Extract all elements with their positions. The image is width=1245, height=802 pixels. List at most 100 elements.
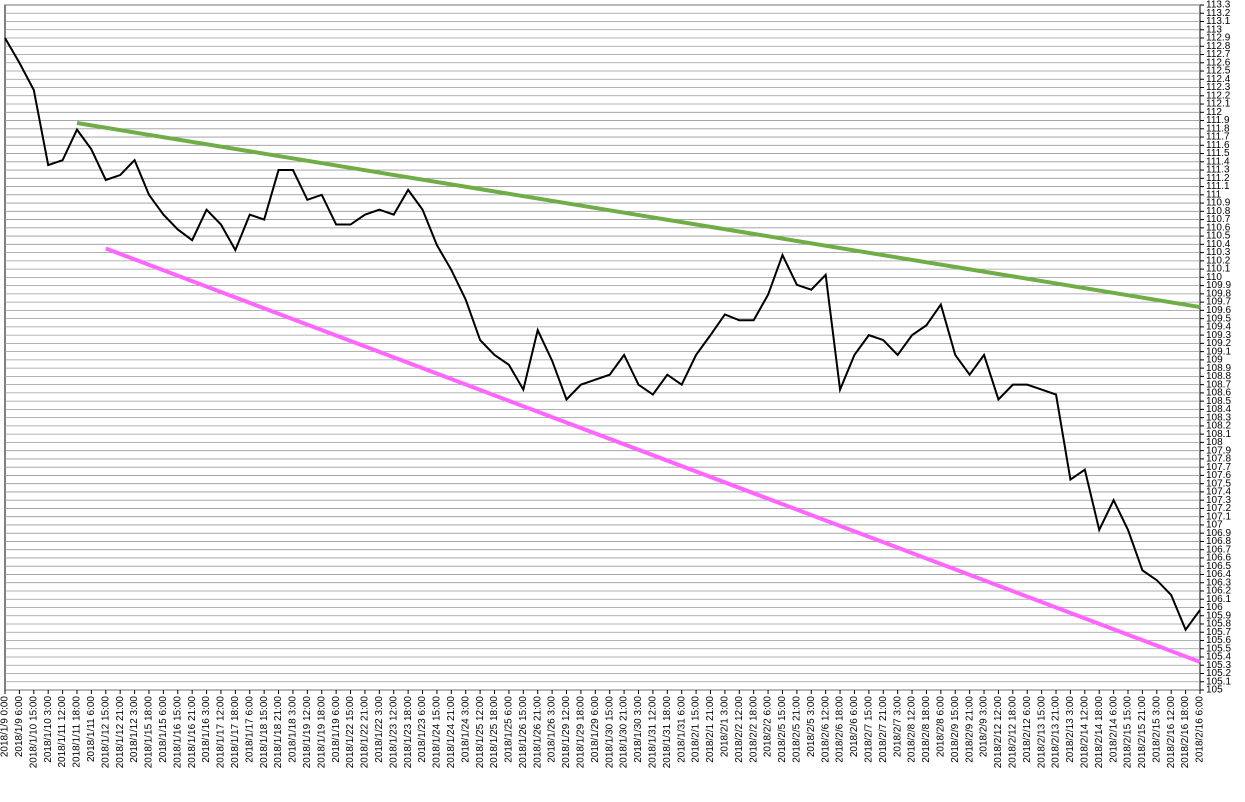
- y-tick-label: 108.4: [1206, 404, 1231, 415]
- y-tick-label: 111.7: [1206, 132, 1230, 143]
- x-tick-label: 2018/2/7 3:00: [892, 696, 903, 758]
- x-tick-label: 2018/2/8 18:00: [921, 696, 932, 763]
- y-tick-label: 107.8: [1206, 454, 1231, 465]
- x-tick-label: 2018/2/13 15:00: [1036, 696, 1047, 769]
- x-tick-label: 2018/1/19 18:00: [316, 696, 327, 769]
- y-tick-label: 112.6: [1206, 57, 1231, 68]
- x-tick-label: 2018/1/18 15:00: [259, 696, 270, 769]
- price-line: [4, 37, 1201, 632]
- y-tick-label: 106.5: [1206, 561, 1231, 572]
- x-tick-label: 2018/1/26 3:00: [547, 696, 558, 763]
- x-tick-label: 2018/1/30 15:00: [604, 696, 615, 769]
- y-tick-label: 107.2: [1206, 503, 1231, 514]
- y-tick-label: 107.4: [1206, 487, 1231, 498]
- y-tick-label: 111.5: [1206, 148, 1230, 159]
- x-tick-label: 2018/1/29 12:00: [561, 696, 572, 769]
- x-tick-label: 2018/1/11 12:00: [57, 696, 68, 768]
- y-tick-label: 109.4: [1206, 322, 1231, 333]
- y-tick-label: 107.6: [1206, 470, 1231, 481]
- y-tick-label: 110.9: [1206, 198, 1231, 209]
- y-tick-label: 113.2: [1206, 8, 1231, 19]
- y-tick-label: 109.5: [1206, 313, 1231, 324]
- y-tick-label: 105.8: [1206, 619, 1231, 630]
- y-tick-label: 112.8: [1206, 41, 1231, 52]
- y-tick-label: 113.1: [1206, 16, 1231, 27]
- y-tick-label: 112.5: [1206, 66, 1231, 77]
- x-tick-label: 2018/2/13 21:00: [1051, 696, 1062, 769]
- y-tick-label: 106.7: [1206, 544, 1231, 555]
- x-tick-label: 2018/2/12 18:00: [1007, 696, 1018, 769]
- y-tick-label: 111.2: [1206, 173, 1230, 184]
- x-tick-label: 2018/2/8 12:00: [907, 696, 918, 763]
- y-tick-label: 110.7: [1206, 214, 1231, 225]
- x-tick-label: 2018/2/5 15:00: [777, 696, 788, 763]
- x-tick-label: 2018/2/15 15:00: [1123, 696, 1134, 769]
- x-tick-label: 2018/2/1 15:00: [691, 696, 702, 763]
- x-tick-label: 2018/1/10 15:00: [28, 696, 39, 769]
- x-tick-label: 2018/1/18 3:00: [288, 696, 299, 763]
- y-tick-label: 111.1: [1206, 181, 1230, 192]
- x-tick-label: 2018/1/24 3:00: [460, 696, 471, 763]
- y-tick-label: 108: [1206, 437, 1223, 448]
- y-tick-label: 107.3: [1206, 495, 1231, 506]
- y-tick-label: 112.7: [1206, 49, 1231, 60]
- y-tick-label: 108.3: [1206, 412, 1231, 423]
- x-tick-label: 2018/1/31 12:00: [648, 696, 659, 769]
- y-tick-label: 110.3: [1206, 247, 1231, 258]
- x-tick-label: 2018/2/5 21:00: [792, 696, 803, 763]
- x-tick-label: 2018/1/15 6:00: [158, 696, 169, 763]
- y-tick-label: 107.1: [1206, 511, 1231, 522]
- y-tick-label: 106.4: [1206, 569, 1231, 580]
- y-tick-label: 105.9: [1206, 610, 1231, 621]
- x-tick-label: 2018/1/17 18:00: [230, 696, 241, 769]
- y-tick-label: 109.2: [1206, 338, 1231, 349]
- x-tick-label: 2018/2/14 18:00: [1094, 696, 1105, 769]
- y-tick-label: 111.9: [1206, 115, 1230, 126]
- x-tick-label: 2018/1/24 21:00: [446, 696, 457, 769]
- y-tick-label: 107: [1206, 520, 1223, 531]
- y-tick-label: 108.6: [1206, 388, 1231, 399]
- x-tick-label: 2018/1/24 15:00: [432, 696, 443, 769]
- x-tick-label: 2018/1/30 3:00: [633, 696, 644, 763]
- x-tick-label: 2018/2/7 15:00: [863, 696, 874, 763]
- x-tick-label: 2018/2/6 6:00: [849, 696, 860, 758]
- x-tick-label: 2018/2/6 12:00: [820, 696, 831, 763]
- x-tick-label: 2018/1/16 3:00: [201, 696, 212, 763]
- y-tick-label: 105.1: [1206, 676, 1231, 687]
- y-tick-label: 110.6: [1206, 222, 1231, 233]
- y-tick-label: 109.3: [1206, 330, 1231, 341]
- x-tick-label: 2018/2/15 21:00: [1137, 696, 1148, 769]
- y-tick-label: 107.7: [1206, 462, 1231, 473]
- x-tick-label: 2018/1/17 12:00: [216, 696, 227, 769]
- x-tick-label: 2018/1/19 6:00: [331, 696, 342, 763]
- x-tick-label: 2018/1/29 6:00: [590, 696, 601, 763]
- y-tick-label: 105.6: [1206, 635, 1231, 646]
- y-tick-label: 108.8: [1206, 371, 1231, 382]
- x-tick-label: 2018/2/5 3:00: [806, 696, 817, 758]
- x-tick-label: 2018/1/11 6:00: [86, 696, 97, 762]
- x-tick-label: 2018/1/23 6:00: [417, 696, 428, 763]
- y-tick-label: 105.7: [1206, 627, 1231, 638]
- x-tick-label: 2018/1/26 21:00: [532, 696, 543, 769]
- y-tick-label: 105.3: [1206, 660, 1231, 671]
- x-tick-label: 2018/1/19 12:00: [302, 696, 313, 769]
- y-tick-label: 109.9: [1206, 280, 1231, 291]
- x-tick-label: 2018/2/12 12:00: [993, 696, 1004, 769]
- trend-line: [105, 246, 1201, 664]
- x-tick-label: 2018/1/25 6:00: [504, 696, 515, 763]
- y-tick-label: 112.4: [1206, 74, 1231, 85]
- x-tick-label: 2018/1/22 15:00: [345, 696, 356, 769]
- y-tick-label: 111.8: [1206, 123, 1230, 134]
- x-tick-label: 2018/1/23 18:00: [403, 696, 414, 769]
- x-tick-label: 2018/1/22 3:00: [374, 696, 385, 763]
- y-tick-label: 111.4: [1206, 156, 1230, 167]
- y-tick-label: 106.8: [1206, 536, 1231, 547]
- y-tick-label: 106.2: [1206, 586, 1231, 597]
- y-tick-label: 109.6: [1206, 305, 1231, 316]
- x-tick-label: 2018/2/16 12:00: [1166, 696, 1177, 769]
- y-tick-label: 108.1: [1206, 429, 1231, 440]
- y-tick-label: 111.3: [1206, 165, 1230, 176]
- y-tick-label: 107.9: [1206, 445, 1231, 456]
- x-tick-label: 2018/2/16 18:00: [1180, 696, 1191, 769]
